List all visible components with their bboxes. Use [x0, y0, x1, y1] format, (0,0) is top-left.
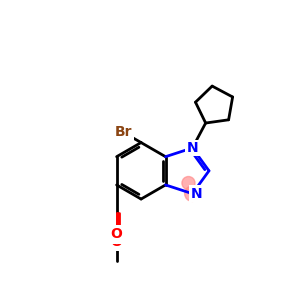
- Text: O: O: [111, 227, 123, 242]
- Text: N: N: [187, 141, 198, 155]
- Text: Br: Br: [115, 125, 132, 140]
- Text: N: N: [190, 187, 202, 201]
- Circle shape: [182, 176, 195, 190]
- Text: O: O: [111, 235, 123, 249]
- Circle shape: [185, 186, 200, 201]
